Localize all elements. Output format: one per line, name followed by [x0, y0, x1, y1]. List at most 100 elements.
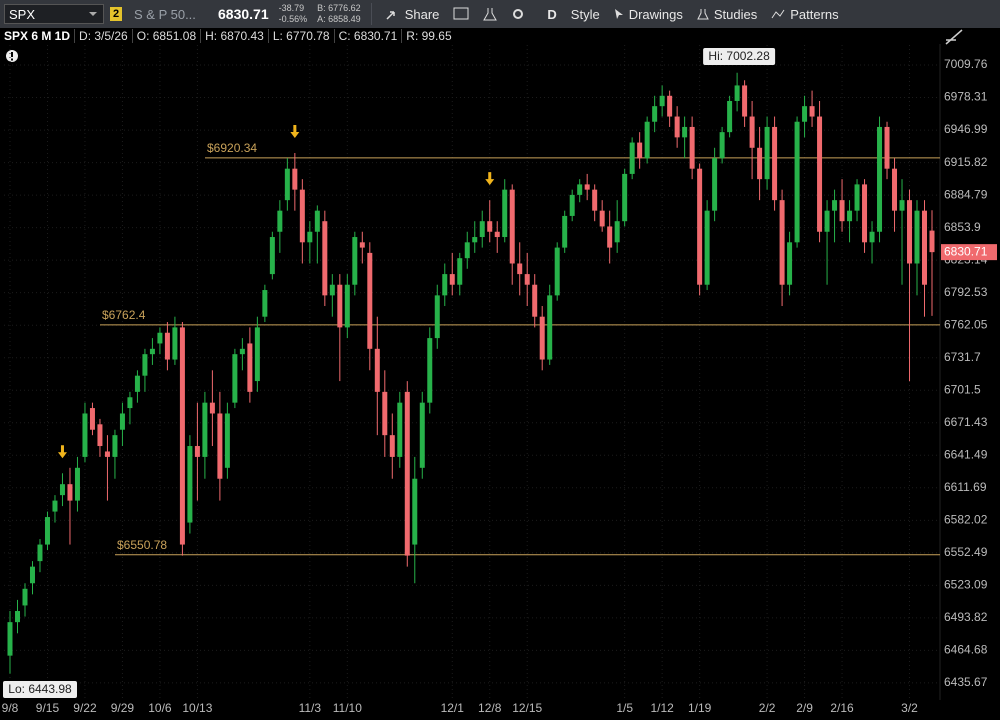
chart-icon-button[interactable]: [453, 7, 469, 21]
candle: [359, 231, 365, 264]
candle-body: [344, 284, 350, 328]
candle-body: [592, 189, 598, 211]
candle-body: [742, 85, 748, 117]
studies-button[interactable]: Studies: [697, 7, 757, 22]
x-tick-label: 9/8: [2, 701, 19, 715]
candle-body: [479, 221, 485, 238]
candle-body: [637, 142, 643, 159]
dropdown-icon: [89, 12, 97, 16]
style-icon[interactable]: [945, 29, 963, 45]
candle-body: [809, 106, 815, 117]
candle: [554, 242, 560, 301]
button-label: Studies: [713, 6, 758, 22]
x-tick-label: 9/15: [36, 701, 60, 715]
candle: [397, 391, 403, 468]
candle-body: [442, 274, 448, 296]
flask-button[interactable]: [483, 7, 498, 21]
ask: A: 6858.49: [317, 14, 361, 24]
candle-body: [22, 588, 28, 606]
alert-arrow: [57, 445, 67, 459]
candle: [899, 179, 905, 285]
y-tick-label: 6611.69: [944, 480, 987, 494]
candle-body: [352, 237, 358, 285]
candle: [59, 473, 65, 507]
candle: [269, 231, 275, 280]
y-tick-label: 6762.05: [944, 317, 988, 331]
candle-body: [74, 467, 80, 501]
last-price-label: 6830.71: [944, 244, 988, 258]
info-field: D: 3/5/26: [74, 29, 132, 43]
candle: [247, 327, 253, 403]
candle-body: [427, 338, 433, 403]
candle-body: [37, 544, 43, 562]
candle-body: [802, 106, 808, 122]
share-button[interactable]: Share: [386, 7, 439, 22]
candle: [674, 106, 680, 148]
period-button[interactable]: D: [547, 7, 556, 22]
candle-body: [772, 126, 778, 201]
candle-body: [682, 126, 688, 138]
candle: [292, 153, 298, 211]
link-badge[interactable]: 2: [110, 7, 122, 21]
settings-button[interactable]: [511, 7, 525, 21]
candle-body: [644, 121, 650, 159]
x-tick-label: 2/2: [759, 701, 776, 715]
annotation-box: [703, 48, 776, 65]
alert-arrow: [485, 172, 495, 186]
patterns-button[interactable]: Patterns: [771, 7, 839, 22]
candle: [562, 210, 568, 253]
candle-body: [607, 226, 613, 248]
drawings-button[interactable]: Drawings: [614, 7, 683, 22]
candle: [689, 116, 695, 180]
candle-body: [412, 478, 418, 545]
candle-body: [884, 126, 890, 169]
candle-body: [404, 391, 410, 556]
candle-body: [382, 391, 388, 436]
candle: [464, 231, 470, 269]
candle: [764, 116, 770, 190]
candle: [517, 242, 523, 296]
candle-body: [52, 500, 58, 512]
candle: [734, 72, 740, 112]
annotation: Hi: 7002.28: [708, 49, 770, 63]
candle: [67, 467, 73, 545]
candle-body: [367, 252, 373, 349]
candle: [329, 274, 335, 317]
candle: [449, 252, 455, 296]
info-field: C: 6830.71: [333, 29, 402, 43]
candle-body: [232, 354, 238, 403]
candle-body: [194, 446, 200, 457]
last-price-tag: [941, 244, 997, 261]
x-tick-label: 12/8: [478, 701, 502, 715]
candle: [472, 221, 478, 253]
info-field: H: 6870.43: [200, 29, 268, 43]
candle: [7, 611, 13, 674]
candle: [742, 80, 748, 127]
y-tick-label: 6641.49: [944, 447, 988, 461]
candle-body: [509, 189, 515, 264]
alert-arrow: [290, 125, 300, 139]
candle: [629, 137, 635, 180]
symbol-box[interactable]: SPX: [4, 4, 104, 24]
price-level-label: $6550.78: [117, 538, 167, 552]
candle-body: [7, 622, 13, 656]
candle-body: [839, 200, 845, 222]
candle: [254, 316, 260, 392]
candle-body: [539, 316, 545, 360]
style-button[interactable]: Style: [571, 7, 600, 22]
candle-body: [82, 413, 88, 457]
candle: [382, 370, 388, 457]
candle: [404, 381, 410, 567]
candle: [607, 210, 613, 264]
candle: [787, 231, 793, 296]
candle-body: [854, 184, 860, 211]
candle: [614, 200, 620, 253]
candle: [217, 391, 223, 501]
candle-body: [674, 116, 680, 138]
share-icon: [386, 11, 395, 20]
candle: [652, 95, 658, 133]
candle: [209, 370, 215, 447]
candle-body: [179, 327, 185, 545]
candle-body: [577, 184, 583, 195]
x-tick-label: 12/15: [512, 701, 542, 715]
